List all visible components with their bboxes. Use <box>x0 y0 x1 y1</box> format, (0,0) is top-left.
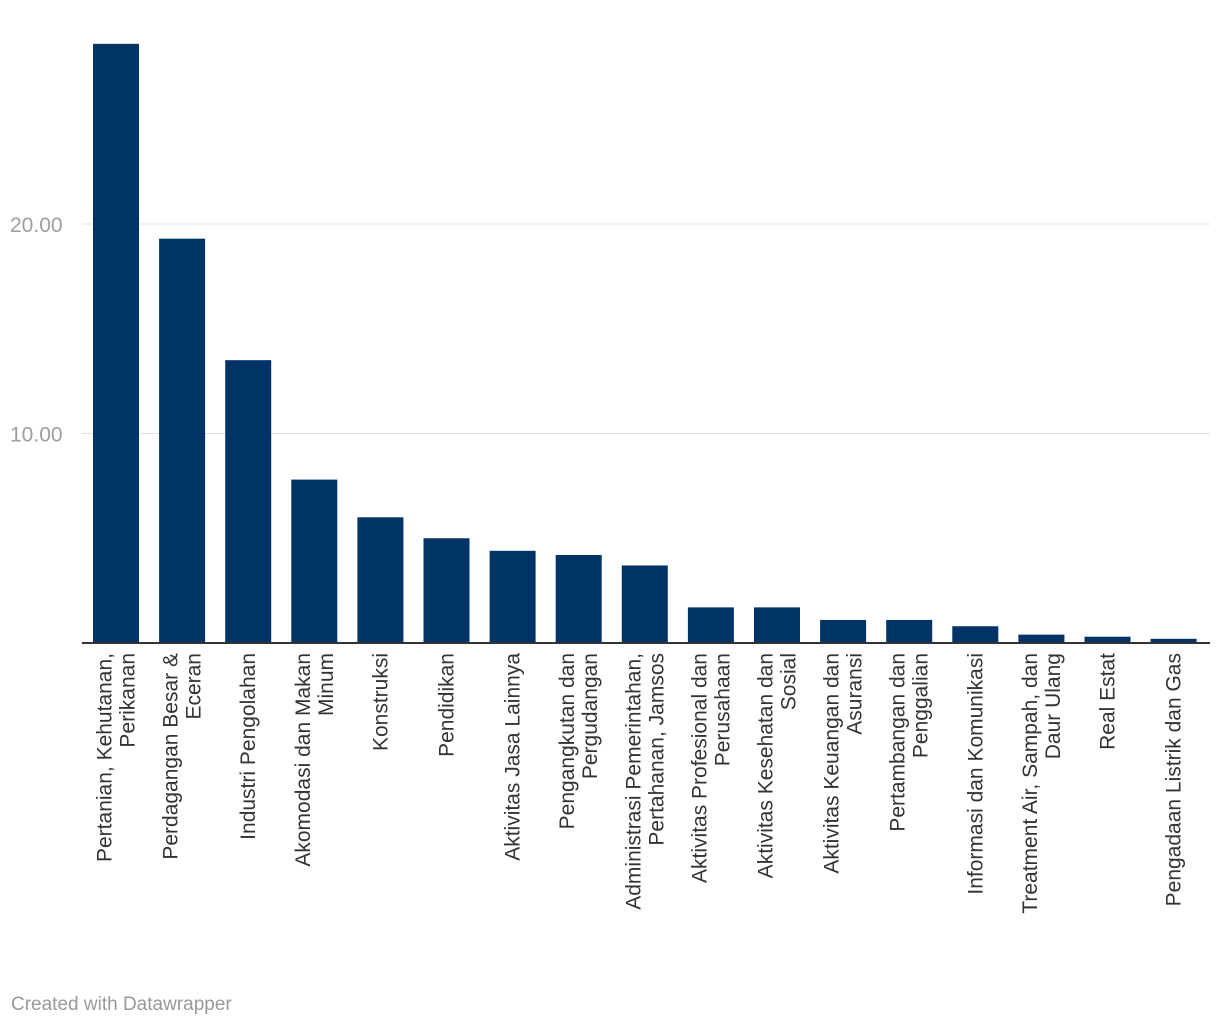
category-label-line: Perdagangan Besar & <box>160 653 183 860</box>
bar <box>291 479 338 643</box>
category-label-line: Pengangkutan dan <box>556 653 579 829</box>
category-label-line: Minum <box>315 653 338 716</box>
bar <box>225 360 272 643</box>
category-label-line: Informasi dan Komunikasi <box>964 653 987 895</box>
bar <box>357 517 404 643</box>
category-label-line: Akomodasi dan Makan <box>292 653 315 867</box>
bar <box>1150 638 1197 643</box>
category-label-line: Administrasi Pemerintahan, <box>622 653 645 910</box>
category-label: Pengadaan Listrik dan Gas <box>1163 653 1186 906</box>
bar <box>621 565 668 643</box>
category-label-line: Daur Ulang <box>1042 653 1065 759</box>
y-tick-label: 20.00 <box>10 214 63 237</box>
bar <box>423 538 470 643</box>
category-label-line: Real Estat <box>1097 653 1120 750</box>
category-label-line: Sosial <box>778 653 801 710</box>
category-label-line: Perusahaan <box>711 653 734 766</box>
bars <box>93 43 1197 644</box>
category-label: Administrasi Pemerintahan,Pertahanan, Ja… <box>622 653 668 910</box>
category-label: Informasi dan Komunikasi <box>964 653 987 895</box>
category-label-line: Pergudangan <box>579 653 602 779</box>
category-label-line: Aktivitas Profesional dan <box>688 653 711 883</box>
category-label-line: Aktivitas Kesehatan dan <box>755 653 778 878</box>
bar <box>886 619 933 643</box>
category-label-line: Pendidikan <box>436 653 459 757</box>
bar <box>93 43 139 643</box>
category-label-line: Aktivitas Jasa Lainnya <box>502 653 525 861</box>
category-label: Konstruksi <box>369 653 392 751</box>
bar <box>555 555 602 643</box>
category-label: Akomodasi dan MakanMinum <box>292 653 338 867</box>
bar <box>952 626 999 643</box>
category-label-line: Eceran <box>183 653 206 720</box>
category-label: Treatment Air, Sampah, danDaur Ulang <box>1019 653 1065 914</box>
gridlines: 10.00 20.00 <box>10 214 1210 447</box>
category-label-line: Perikanan <box>117 653 140 748</box>
category-label: Perdagangan Besar &Eceran <box>160 653 206 860</box>
category-label: Industri Pengolahan <box>237 653 260 840</box>
category-label: Pertambangan danPenggalian <box>887 653 933 832</box>
category-label: Aktivitas Kesehatan danSosial <box>755 653 801 878</box>
category-label-line: Pertahanan, Jamsos <box>645 653 668 846</box>
y-tick-label: 10.00 <box>10 424 63 447</box>
category-label-line: Pengadaan Listrik dan Gas <box>1163 653 1186 906</box>
category-label: Pengangkutan danPergudangan <box>556 653 602 829</box>
bar <box>1018 634 1065 643</box>
category-label-line: Penggalian <box>910 653 933 758</box>
category-label-line: Pertanian, Kehutanan, <box>94 653 117 862</box>
category-label: Aktivitas Jasa Lainnya <box>502 653 525 861</box>
category-label-line: Asuransi <box>844 653 867 735</box>
category-label-line: Aktivitas Keuangan dan <box>821 653 844 874</box>
category-label: Aktivitas Profesional danPerusahaan <box>688 653 734 883</box>
category-labels: Pertanian, Kehutanan,Perikanan Perdaganga… <box>94 653 1186 914</box>
bar <box>754 607 800 643</box>
category-label: Aktivitas Keuangan danAsuransi <box>821 653 867 874</box>
category-label: Pendidikan <box>436 653 459 757</box>
category-label-line: Konstruksi <box>369 653 392 751</box>
category-label-line: Industri Pengolahan <box>237 653 260 840</box>
credit-text: Created with Datawrapper <box>11 994 232 1015</box>
category-label: Pertanian, Kehutanan,Perikanan <box>94 653 140 862</box>
bar <box>489 550 536 643</box>
category-label-line: Treatment Air, Sampah, dan <box>1019 653 1042 914</box>
bar <box>687 607 734 643</box>
category-label-line: Pertambangan dan <box>887 653 910 832</box>
bar <box>159 238 206 644</box>
bar <box>820 619 867 643</box>
category-label: Real Estat <box>1097 653 1120 750</box>
bar <box>1084 636 1131 643</box>
